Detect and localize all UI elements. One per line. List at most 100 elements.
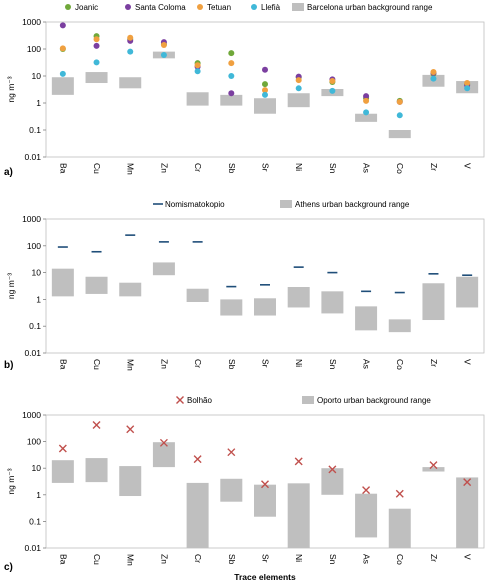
point-3-cr xyxy=(194,62,201,69)
y-axis-label: ng m⁻³ xyxy=(6,76,16,102)
point-1-sb xyxy=(228,50,235,57)
point-4-ba xyxy=(59,70,66,77)
y-tick-label: 10 xyxy=(32,268,42,278)
y-tick-label: 0.1 xyxy=(29,321,41,331)
x-tick-label: Zr xyxy=(429,359,439,367)
legend-marker-4 xyxy=(251,4,257,10)
point-1-sr-stroke-2 xyxy=(261,480,269,489)
point-1-ni xyxy=(294,457,303,466)
legend-range-swatch xyxy=(280,200,292,208)
range-bar-mn xyxy=(119,282,142,297)
plot-area xyxy=(45,414,485,549)
x-tick-label: Sb xyxy=(227,554,237,565)
x-tick-label: Ni xyxy=(294,359,304,367)
x-tick-label: Sn xyxy=(328,554,338,565)
x-tick-label: V xyxy=(463,554,473,560)
x-tick-label: Ni xyxy=(294,163,304,171)
y-tick-label: 0.01 xyxy=(24,152,41,162)
point-1-sb xyxy=(227,448,236,457)
y-tick-label: 1000 xyxy=(22,17,41,27)
y-tick-label: 100 xyxy=(27,44,41,54)
point-3-ni xyxy=(295,77,302,84)
point-3-ba xyxy=(59,45,66,52)
point-1-co-stroke-2 xyxy=(395,489,404,498)
panel-label: a) xyxy=(4,167,13,178)
range-bar-ni xyxy=(287,483,310,548)
panel-label: c) xyxy=(4,562,13,573)
point-1-ba xyxy=(58,444,67,453)
range-bar-ba xyxy=(51,268,74,297)
x-tick-label: Ni xyxy=(294,554,304,562)
range-bar-cu xyxy=(85,72,108,84)
range-bar-zn xyxy=(152,262,175,276)
range-bar-v xyxy=(456,276,479,308)
y-tick-label: 1 xyxy=(36,294,41,304)
legend: Nomismatokopio Athens urban background ra… xyxy=(153,200,410,209)
x-tick-label: Zn xyxy=(159,359,169,369)
range-bar-cr xyxy=(186,288,209,302)
point-1-v-stroke-2 xyxy=(463,478,472,487)
point-1-sr xyxy=(261,480,269,489)
point-4-cu xyxy=(93,59,100,66)
point-4-zr xyxy=(430,75,437,82)
x-tick-label: V xyxy=(463,163,473,169)
x-tick-label: Cu xyxy=(92,554,102,565)
legend-range-label: Oporto urban background range xyxy=(317,396,431,405)
point-1-sr xyxy=(262,81,268,88)
point-3-as xyxy=(363,97,370,104)
point-3-v xyxy=(464,80,471,87)
range-bar-cr xyxy=(186,92,209,106)
legend-label: Tetuan xyxy=(207,3,231,12)
legend-marker-3 xyxy=(197,4,203,10)
x-tick-label: Zr xyxy=(429,163,439,171)
range-bar-zr xyxy=(422,467,445,472)
point-1-cu xyxy=(92,421,101,430)
panel-a: 1000 100 10 1 0.1 0.01 ng m⁻³ Ba Cu Mn Zn Cr Sb Sr Ni S… xyxy=(4,3,485,178)
point-2-ba xyxy=(59,22,66,29)
legend-label: Joanic xyxy=(75,3,98,12)
range-bar-sr xyxy=(254,484,276,517)
x-tick-label: Sn xyxy=(328,163,338,174)
y-tick-label: 10 xyxy=(32,71,42,81)
point-4-sr xyxy=(262,91,268,98)
x-tick-label: Cu xyxy=(92,163,102,174)
point-4-sn xyxy=(329,87,336,94)
point-1-as-stroke-2 xyxy=(362,486,371,495)
point-3-zn xyxy=(160,42,167,49)
point-1-mn xyxy=(126,425,135,434)
point-4-v xyxy=(464,85,471,92)
y-tick-label: 0.01 xyxy=(24,543,41,553)
x-tick-label: Cr xyxy=(193,163,203,172)
x-tick-label: V xyxy=(463,359,473,365)
range-bar-as xyxy=(355,113,378,122)
range-bar-co xyxy=(388,319,411,333)
x-tick-label: Zn xyxy=(159,554,169,564)
x-tick-label: Co xyxy=(395,163,405,174)
legend-marker-1-stroke-2 xyxy=(176,396,184,404)
range-bar-sr xyxy=(254,98,276,114)
x-tick-label: As xyxy=(362,359,372,369)
point-4-ni xyxy=(295,85,302,92)
point-1-sn xyxy=(328,465,337,474)
x-tick-label: Co xyxy=(395,359,405,370)
range-bar-ni xyxy=(287,287,310,308)
x-tick-label: Mn xyxy=(126,554,136,566)
legend-range-label: Athens urban background range xyxy=(295,200,410,209)
point-1-zn-stroke-2 xyxy=(159,438,168,447)
point-2-sr xyxy=(262,66,268,73)
point-4-as xyxy=(363,109,370,116)
range-bar-cu xyxy=(85,276,108,294)
range-bar-as xyxy=(355,493,378,538)
panel-c: 1000 100 10 1 0.1 0.01 ng m⁻³ Ba Cu Mn Zn Cr Sb Sr Ni S… xyxy=(4,396,485,582)
x-tick-label: Cr xyxy=(193,554,203,563)
point-1-cr-stroke-2 xyxy=(193,455,202,464)
legend: Bolhão Oporto urban background range xyxy=(176,396,431,405)
point-2-as xyxy=(363,93,370,100)
x-tick-label: Cu xyxy=(92,359,102,370)
x-tick-label: Mn xyxy=(126,359,136,371)
range-bar-sb xyxy=(220,299,243,316)
point-2-cu xyxy=(93,42,100,49)
range-bar-sn xyxy=(321,291,344,314)
x-tick-label: Sr xyxy=(260,359,270,368)
